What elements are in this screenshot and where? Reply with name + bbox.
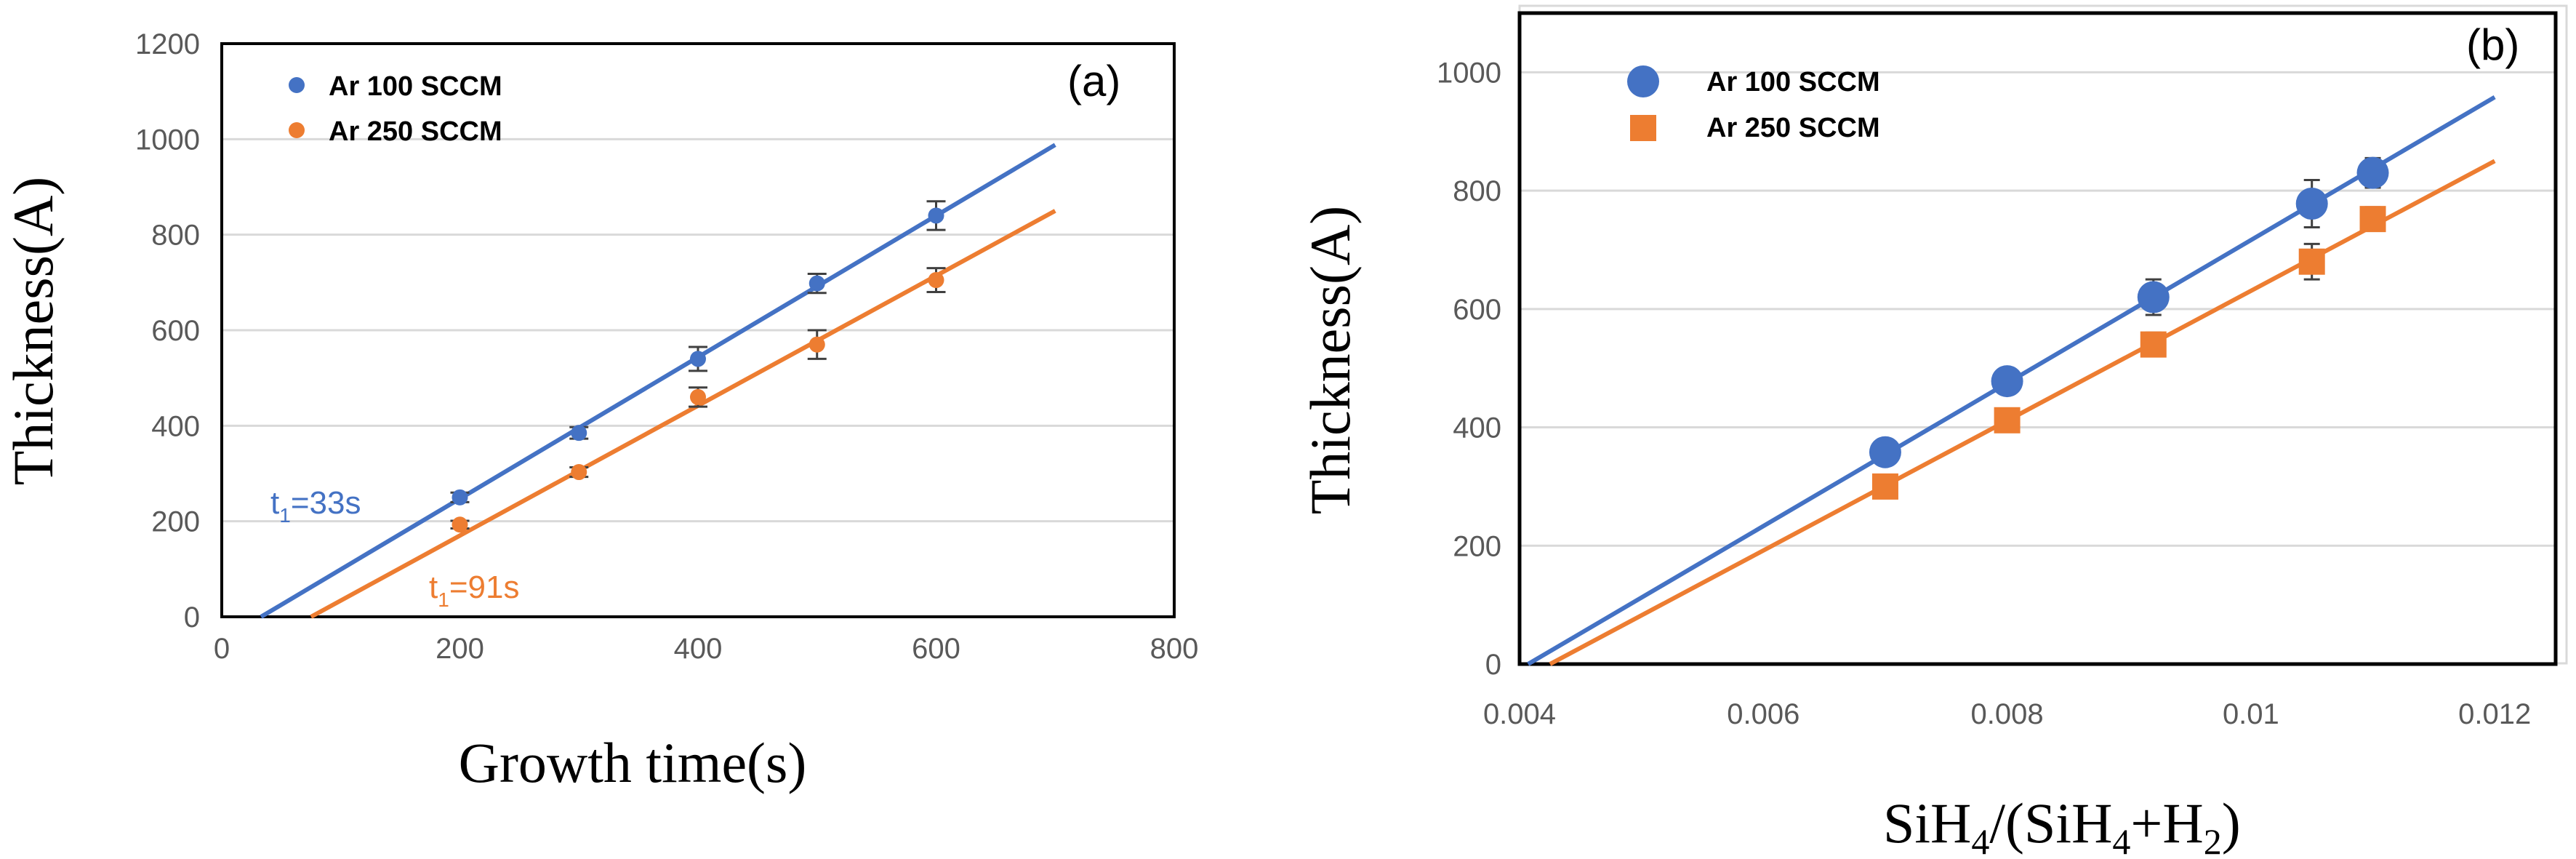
chart-a-y-tick-label: 200 (151, 506, 200, 538)
chart-b-x-label-part-1: SiH (1883, 791, 1971, 855)
chart-b-legend-label-2: Ar 250 SCCM (1706, 113, 1880, 143)
chart-b-x-label-sub-2: 4 (2112, 821, 2130, 859)
chart-a-x-tick-label: 600 (912, 633, 960, 665)
chart-a-plot-frame (220, 42, 1176, 618)
chart-b-y-tick-label: 600 (1453, 294, 1501, 326)
chart-a-y-tick-label: 1200 (135, 28, 200, 60)
chart-a-legend-label-1: Ar 100 SCCM (329, 71, 502, 102)
chart-a-x-tick-label: 400 (674, 633, 723, 665)
chart-a-fit-line-series-1 (260, 143, 1056, 619)
chart-a-point-series-2 (690, 388, 706, 405)
chart-b-points (1869, 156, 2389, 500)
chart-b-point-series-2 (1994, 407, 2021, 434)
chart-a-annotation-2-base: t (429, 570, 438, 605)
chart-a-points (452, 207, 944, 533)
chart-a-x-tick-label: 200 (436, 633, 484, 665)
chart-a-point-series-1 (571, 425, 587, 442)
chart-b-x-tick-label: 0.008 (1971, 698, 2044, 730)
chart-a-y-tick-label: 800 (151, 220, 200, 252)
chart-b-point-series-2 (2298, 248, 2325, 275)
chart-a-legend-label-2: Ar 250 SCCM (329, 116, 502, 147)
chart-a-y-tick-label: 400 (151, 410, 200, 442)
chart-b-y-axis-label: Thickness(A) (1299, 206, 1362, 515)
chart-a-point-series-2 (571, 464, 587, 481)
chart-b-fit-line-series-2 (1549, 159, 2496, 666)
chart-a-y-ticks: 0 200 400 600 800 1000 1200 (135, 28, 200, 634)
chart-a-point-series-1 (808, 275, 825, 292)
chart-a-y-tick-label: 600 (151, 315, 200, 347)
chart-a-point-series-1 (928, 207, 944, 224)
chart-b-x-tick-label: 0.01 (2223, 698, 2279, 730)
chart-b-x-label-part-3: +H (2130, 791, 2203, 855)
chart-b-y-tick-label: 1000 (1437, 57, 1501, 89)
chart-a-point-series-2 (808, 336, 825, 353)
chart-a-y-tick-label: 0 (184, 602, 200, 634)
chart-a-annotation-2-sub: 1 (438, 588, 449, 611)
chart-b-point-series-2 (2359, 206, 2386, 233)
chart-a-annotation-1-base: t (270, 485, 279, 521)
chart-a-annotation-1-sub: 1 (279, 504, 291, 527)
chart-a-panel-label: (a) (1067, 57, 1120, 105)
chart-a-point-series-2 (452, 516, 468, 533)
chart-b-x-label-part-2: /(SiH (1989, 791, 2112, 855)
chart-a-x-axis-label: Growth time(s) (459, 731, 807, 794)
chart-b-y-tick-label: 400 (1453, 412, 1501, 444)
chart-a-fit-line-series-2 (310, 209, 1056, 619)
chart-b-point-series-1 (2137, 281, 2170, 313)
chart-a-annotation-1-rest: =33s (291, 485, 361, 521)
chart-a-annotation-t1-orange: t1=91s (429, 570, 519, 611)
chart-a-y-axis-label: Thickness(A) (1, 177, 65, 486)
chart-a-legend-marker-1 (289, 77, 305, 93)
chart-b-point-series-1 (1991, 365, 2023, 398)
chart-b-point-series-1 (1869, 436, 1901, 468)
chart-b-y-tick-label: 800 (1453, 175, 1501, 207)
chart-b-x-tick-label: 0.012 (2458, 698, 2531, 730)
chart-b-x-tick-label: 0.006 (1727, 698, 1799, 730)
chart-b-legend-marker-2 (1630, 115, 1656, 141)
chart-b-x-label-sub-1: 4 (1971, 821, 1989, 859)
chart-a-annotation-2-rest: =91s (449, 570, 520, 605)
chart-b-point-series-2 (1871, 473, 1898, 500)
chart-a-point-series-1 (452, 489, 468, 506)
chart-a-legend: Ar 100 SCCM Ar 250 SCCM (289, 71, 502, 147)
chart-b-point-series-2 (2140, 331, 2167, 358)
chart-b-x-axis-label: SiH4/(SiH4+H2) (1883, 791, 2241, 859)
chart-b-point-series-1 (2356, 156, 2389, 189)
chart-b-x-label-sub-3: 2 (2204, 821, 2222, 859)
chart-a-y-tick-label: 1000 (135, 124, 200, 156)
chart-b-x-label-part-4: ) (2222, 791, 2241, 855)
chart-b-x-ticks: 0.004 0.006 0.008 0.01 0.012 (1483, 698, 2531, 730)
chart-b-panel-label: (b) (2466, 20, 2519, 69)
chart-a-grid (222, 42, 1174, 523)
chart-b-y-ticks: 0 200 400 600 800 1000 (1437, 57, 1501, 681)
chart-a-point-series-2 (928, 272, 944, 289)
chart-b-grid (1520, 71, 2556, 547)
chart-a-annotation-t1-blue: t1=33s (270, 485, 361, 527)
chart-b-outer-frame (1518, 4, 2568, 665)
chart-a-x-ticks: 0 200 400 600 800 (214, 633, 1199, 665)
chart-a-x-tick-label: 0 (214, 633, 230, 665)
chart-b-point-series-1 (2295, 187, 2328, 220)
chart-b-legend-marker-1 (1627, 65, 1659, 97)
chart-b-y-tick-label: 200 (1453, 530, 1501, 562)
chart-b-x-tick-label: 0.004 (1483, 698, 1556, 730)
chart-b-plot-frame (1517, 11, 2558, 666)
chart-b-y-tick-label: 0 (1485, 649, 1501, 681)
chart-a-legend-marker-2 (289, 122, 305, 138)
chart-a-x-tick-label: 800 (1150, 633, 1199, 665)
chart-b-legend-label-1: Ar 100 SCCM (1706, 67, 1880, 97)
chart-a: 0 200 400 600 800 1000 1200 0 200 400 600 800 Ar 1… (1, 28, 1198, 794)
chart-a-point-series-1 (690, 351, 706, 367)
chart-b-legend: Ar 100 SCCM Ar 250 SCCM (1627, 65, 1880, 143)
